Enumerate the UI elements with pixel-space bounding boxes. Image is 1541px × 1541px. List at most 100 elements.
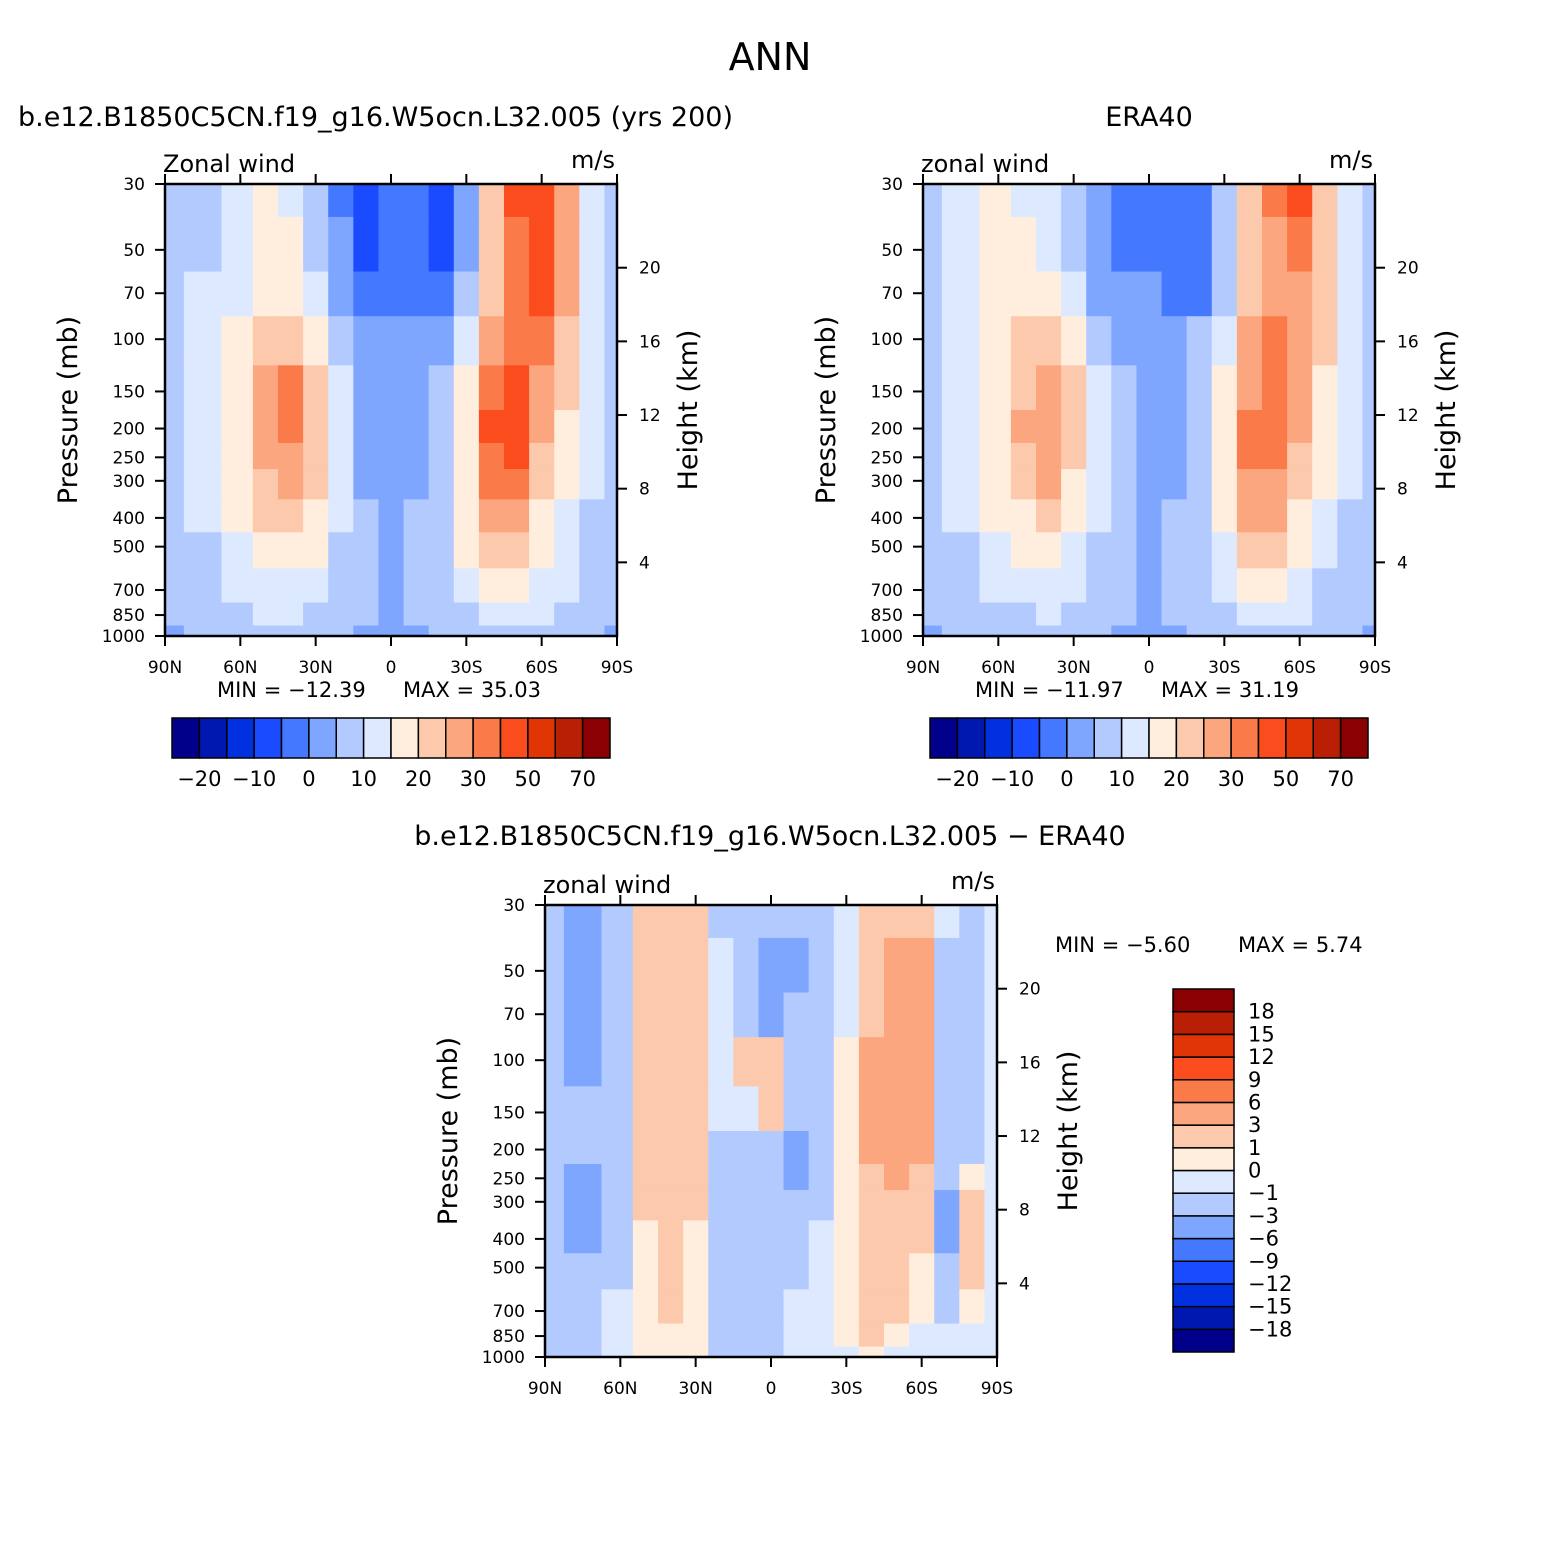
data-cell [478, 602, 505, 627]
colorbar-box [1172, 1305, 1235, 1331]
data-cell [504, 271, 530, 317]
data-cell [428, 216, 455, 273]
data-cell [1312, 216, 1338, 273]
data-cell [403, 442, 430, 470]
pressure-tick-label: 50 [881, 241, 903, 261]
data-cell [504, 365, 530, 411]
data-cell [1136, 568, 1163, 604]
data-cell [683, 1289, 709, 1325]
data-cell [252, 216, 279, 273]
data-cell [1211, 365, 1238, 411]
colorbar-label: 10 [350, 767, 377, 791]
colorbar-box [1038, 717, 1068, 759]
height-tick-label: 20 [1397, 259, 1419, 279]
data-cell [221, 271, 254, 317]
data-cell [1036, 568, 1062, 604]
data-cell [979, 568, 1012, 604]
data-cell [403, 532, 430, 569]
height-tick-label: 12 [1019, 1127, 1041, 1147]
data-cell [1010, 568, 1037, 604]
data-cell [1086, 568, 1112, 604]
data-cell [453, 365, 480, 411]
data-cell [941, 442, 981, 470]
data-cell [909, 1253, 935, 1290]
lat-tick-label: 60S [905, 1379, 937, 1399]
lat-tick-label: 30S [830, 1379, 862, 1399]
data-cell [959, 937, 986, 994]
data-cell [923, 184, 943, 218]
data-cell [579, 365, 606, 411]
data-cell [378, 625, 405, 636]
data-cell [278, 410, 304, 444]
data-cell [554, 532, 580, 569]
data-cell [632, 1163, 659, 1191]
lat-tick-label: 90N [528, 1379, 562, 1399]
data-cell [733, 1131, 760, 1165]
pressure-tick-label: 200 [113, 420, 145, 440]
pressure-tick-label: 100 [871, 330, 903, 350]
data-cell [1287, 365, 1313, 411]
data-cell [563, 1131, 603, 1165]
data-cell [545, 905, 565, 939]
data-cell [563, 1086, 603, 1132]
panel-diff: b.e12.B1850C5CN.f19_g16.W5ocn.L32.005 − … [414, 821, 1362, 1399]
colorbar-label: 50 [515, 767, 542, 791]
data-cell [1236, 625, 1263, 636]
data-cell [1236, 442, 1263, 470]
data-cell [183, 316, 223, 366]
data-cell [658, 937, 684, 994]
data-cell [909, 937, 935, 994]
data-cell [923, 442, 943, 470]
data-cell [183, 271, 223, 317]
data-cell [165, 271, 185, 317]
data-cell [1262, 469, 1288, 500]
lat-tick-label: 0 [766, 1379, 777, 1399]
colorbar-label: −6 [1248, 1227, 1279, 1251]
data-cell [252, 442, 279, 470]
data-cell [554, 442, 580, 470]
colorbar-box [1175, 717, 1205, 759]
data-cell [1211, 216, 1238, 273]
data-cell [403, 410, 430, 444]
data-cell [529, 469, 555, 500]
data-cell [1111, 469, 1138, 500]
data-cell [1362, 568, 1375, 604]
data-cell [554, 499, 580, 533]
colorbar-label: −18 [1248, 1317, 1292, 1341]
pressure-tick-label: 850 [493, 1327, 525, 1347]
data-cell [1111, 532, 1138, 569]
data-cell [979, 216, 1012, 273]
data-cell [1036, 184, 1062, 218]
data-cell [758, 905, 785, 939]
data-cell [1236, 532, 1263, 569]
data-cell [1287, 532, 1313, 569]
pressure-axis-title: Pressure (mb) [53, 316, 84, 504]
pressure-tick-label: 70 [123, 284, 145, 304]
pressure-axis-title: Pressure (mb) [433, 1037, 464, 1225]
data-cell [579, 568, 606, 604]
data-cell [858, 937, 885, 994]
data-cell [1086, 602, 1112, 627]
data-cell [733, 1037, 760, 1087]
data-cell [563, 905, 603, 939]
data-cell [1262, 442, 1288, 470]
data-cell [601, 937, 634, 994]
data-cell [328, 568, 354, 604]
data-cell [529, 410, 555, 444]
data-cell [683, 1163, 709, 1191]
data-cell [808, 992, 835, 1038]
data-cell [959, 1086, 986, 1132]
data-cell [1010, 602, 1037, 627]
data-cell [733, 1289, 760, 1325]
data-cell [428, 469, 455, 500]
data-cell [783, 1131, 810, 1165]
data-cell [758, 1037, 785, 1087]
data-cell [1186, 568, 1213, 604]
data-cell [529, 271, 555, 317]
data-cell [278, 469, 304, 500]
pressure-tick-label: 250 [871, 448, 903, 468]
colorbar-label: 18 [1248, 1000, 1275, 1024]
data-cell [478, 625, 505, 636]
colorbar-box [335, 717, 365, 759]
data-cell [328, 316, 354, 366]
